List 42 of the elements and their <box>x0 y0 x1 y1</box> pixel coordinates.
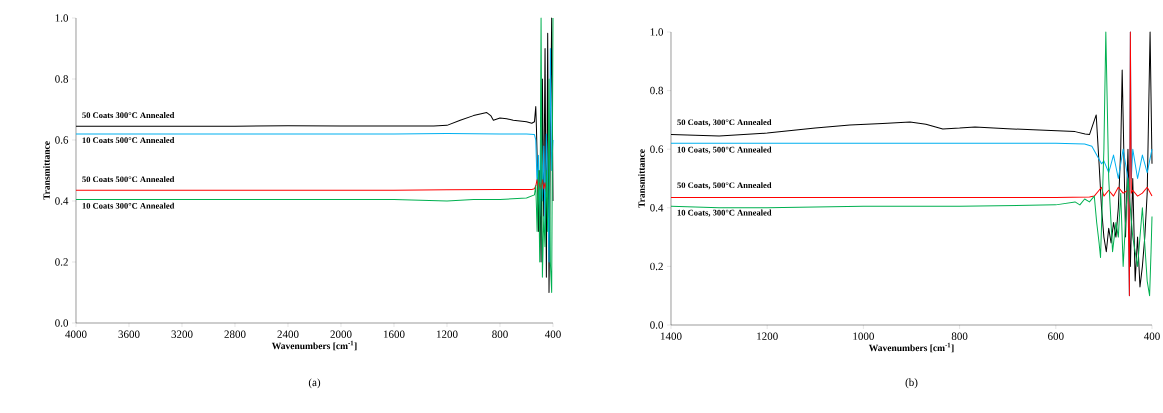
y-tick-label: 0.6 <box>55 136 69 144</box>
x-tick-label: 600 <box>1048 332 1064 340</box>
x-tick-label: 1200 <box>436 330 458 338</box>
text: (b) <box>905 378 918 389</box>
y-tick-label: 0.6 <box>650 145 664 153</box>
y-axis-title: Transmittance <box>638 149 645 208</box>
y-tick-label: 0.4 <box>650 204 664 212</box>
x-tick-label: 1400 <box>660 332 682 340</box>
x-tick-label: 800 <box>951 332 968 340</box>
x-tick-label: 800 <box>492 330 508 338</box>
series-label: 10 Coats, 300°C Annealed <box>677 209 772 217</box>
x-tick-label: 400 <box>544 330 561 338</box>
x-tick-label: 1000 <box>853 332 874 340</box>
x-tick-label: 3200 <box>171 330 193 338</box>
text: (a) <box>308 378 321 389</box>
x-tick-label: 3600 <box>118 330 140 338</box>
x-tick-label: 2400 <box>277 330 299 338</box>
x-tick-label: 400 <box>1143 332 1160 340</box>
y-tick-label: 1.0 <box>650 28 664 36</box>
y-tick-label: 0.2 <box>650 262 663 271</box>
y-tick-label: 0.8 <box>650 86 664 95</box>
series-label: 50 Coats, 300°C Annealed <box>677 119 772 127</box>
x-tick-label: 2800 <box>224 330 246 338</box>
y-tick-label: 1.0 <box>55 14 69 22</box>
x-axis-title: Wavenumbers [cm$^{-1}$] <box>868 342 954 353</box>
y-tick-label: 0.4 <box>55 197 69 205</box>
y-axis-title: Transmittance <box>43 141 50 200</box>
series-label: 10 Coats 500°C Annealed <box>82 137 175 144</box>
series-label: 50 Coats 500°C Annealed <box>82 176 175 183</box>
y-tick-label: 0.2 <box>55 258 68 266</box>
series-label: 50 Coats 300°C Annealed <box>82 112 175 119</box>
series-label: 50 Coats, 500°C Annealed <box>677 182 772 190</box>
x-axis-title: Wavenumbers [cm$^{-1}$] <box>271 340 357 351</box>
series-label: 10 Coats, 500°C Annealed <box>677 146 772 154</box>
x-tick-label: 2000 <box>330 330 352 338</box>
x-tick-label: 4000 <box>65 330 87 338</box>
y-tick-label: 0.0 <box>55 319 69 327</box>
x-tick-label: 1200 <box>757 332 778 340</box>
series-label: 10 Coats 300°C Annealed <box>82 202 175 209</box>
y-tick-label: 0.0 <box>650 321 664 329</box>
y-tick-label: 0.8 <box>55 75 69 83</box>
x-tick-label: 1600 <box>383 330 405 338</box>
